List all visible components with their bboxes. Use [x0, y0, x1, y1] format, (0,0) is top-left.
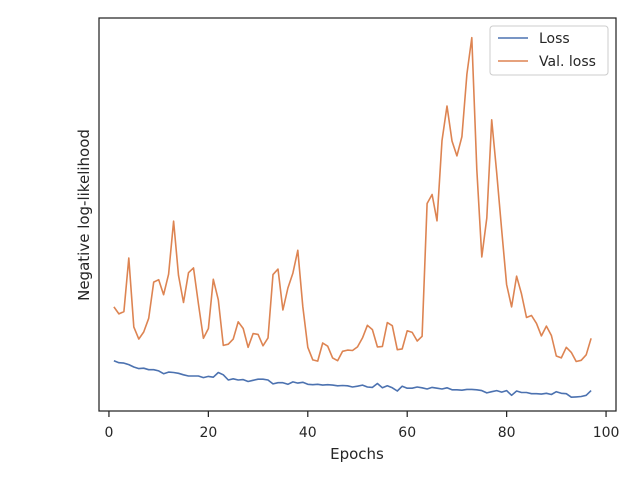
x-tick-label: 60: [398, 425, 416, 441]
x-axis: 0 20 40 60 80 100: [104, 411, 619, 441]
x-tick-label: 20: [199, 425, 217, 441]
x-tick-label: 0: [104, 425, 113, 441]
legend-label-loss: Loss: [539, 31, 570, 47]
series-line-loss: [113, 359, 592, 399]
series-line-val-loss: [113, 36, 592, 363]
legend-label-val-loss: Val. loss: [539, 54, 596, 70]
plot-area: [113, 36, 592, 399]
x-tick-label: 40: [299, 425, 317, 441]
legend: Loss Val. loss: [489, 25, 609, 76]
x-tick-label: 100: [593, 425, 620, 441]
y-axis-label: Negative log-likelihood: [75, 129, 93, 301]
axes-frame: [98, 17, 617, 412]
x-tick-label: 80: [498, 425, 516, 441]
x-axis-label: Epochs: [330, 445, 384, 463]
